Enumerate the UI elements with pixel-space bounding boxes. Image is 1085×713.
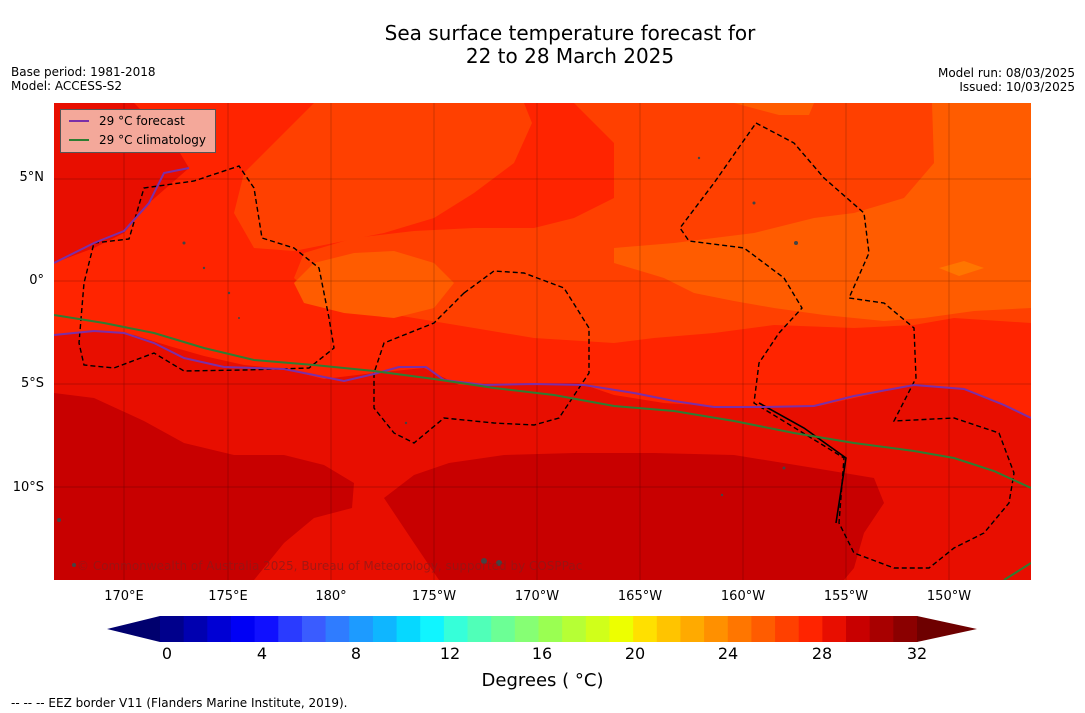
- lon-label-155w: 155°W: [823, 589, 869, 604]
- lon-label-175e: 175°E: [208, 589, 248, 604]
- eez-borders: [78, 122, 1015, 569]
- colorbar-cell: [798, 616, 823, 642]
- sst-fill-26-equator: [614, 103, 1031, 321]
- sst-fill-26-northeast: [999, 153, 1031, 193]
- colorbar-cell: [727, 616, 752, 642]
- legend-forecast: 29 °C forecast: [69, 114, 185, 128]
- colorbar-cell: [822, 616, 847, 642]
- colorbar-cell: [230, 616, 256, 642]
- colorbar-cell: [680, 616, 705, 642]
- climatology-29c-contour-east: [1003, 562, 1031, 580]
- cb-tick-20: 20: [624, 644, 646, 663]
- sst-fill-27-north: [234, 103, 532, 251]
- cb-tick-12: 12: [439, 644, 461, 663]
- cb-tick-0: 0: [161, 644, 173, 663]
- legend-climatology-label: 29 °C climatology: [99, 133, 207, 147]
- lon-label-170e: 170°E: [104, 589, 144, 604]
- lon-label-170w: 170°W: [514, 589, 560, 604]
- colorbar-cell: [562, 616, 587, 642]
- lon-label-180: 180°: [315, 589, 347, 604]
- colorbar-cell: [704, 616, 729, 642]
- sst-fill-26-west: [294, 251, 454, 318]
- sst-fill-26-top: [734, 103, 814, 115]
- legend-forecast-label: 29 °C forecast: [99, 114, 185, 128]
- colorbar-cell: [160, 616, 185, 642]
- colorbar-cell: [869, 616, 894, 642]
- lon-label-165w: 165°W: [617, 589, 663, 604]
- forecast-29c-contour-north: [54, 167, 190, 264]
- cb-tick-28: 28: [811, 644, 833, 663]
- colorbar-cell: [325, 616, 350, 642]
- cb-tick-24: 24: [717, 644, 739, 663]
- lat-label-5s: 5°S: [20, 376, 44, 391]
- copyright-notice: © Commonwealth of Australia 2025, Bureau…: [77, 559, 583, 573]
- lat-label-0: 0°: [29, 273, 44, 288]
- colorbar-cell: [254, 616, 279, 642]
- colorbar-cell: [301, 616, 327, 642]
- meta-right: Model run: 08/03/2025 Issued: 10/03/2025: [938, 66, 1075, 94]
- lon-label-150w: 150°W: [926, 589, 972, 604]
- title-line-1: Sea surface temperature forecast for: [384, 21, 756, 45]
- lat-label-10s: 10°S: [12, 480, 44, 495]
- base-period: Base period: 1981-2018: [11, 65, 156, 79]
- lon-label-160w: 160°W: [720, 589, 766, 604]
- colorbar-cell: [396, 616, 421, 642]
- climatology-29c-contour: [54, 314, 1031, 489]
- colorbar-cell: [514, 616, 539, 642]
- colorbar-cell: [609, 616, 634, 642]
- legend-climatology: 29 °C climatology: [69, 133, 206, 147]
- colorbar-cell: [443, 616, 469, 642]
- sst-fill-30-central: [384, 453, 884, 580]
- colorbar-cell: [893, 616, 918, 642]
- title-line-2: 22 to 28 March 2025: [465, 44, 675, 68]
- eez-footnote: -- -- -- EEZ border V11 (Flanders Marine…: [11, 696, 348, 710]
- colorbar-cell: [585, 616, 610, 642]
- cb-tick-8: 8: [350, 644, 362, 663]
- colorbar-title: Degrees ( °C): [481, 670, 604, 691]
- model-name: Model: ACCESS-S2: [11, 79, 123, 93]
- meta-left: Base period: 1981-2018 Model: ACCESS-S2: [11, 65, 156, 93]
- sst-fill-25-spot: [939, 261, 984, 276]
- legend-climatology-swatch: [69, 139, 89, 141]
- map-legend: 29 °C forecast 29 °C climatology: [60, 109, 216, 153]
- colorbar-cell: [775, 616, 800, 642]
- cb-tick-32: 32: [906, 644, 928, 663]
- colorbar-cell: [633, 616, 658, 642]
- cb-tick-4: 4: [256, 644, 268, 663]
- colorbar-cell: [420, 616, 445, 642]
- colorbar-cell: [207, 616, 232, 642]
- lat-label-5n: 5°N: [19, 170, 45, 185]
- lon-label-175w: 175°W: [411, 589, 457, 604]
- sst-fill-30-south: [54, 393, 354, 580]
- colorbar-cell: [491, 616, 516, 642]
- colorbar-cell: [538, 616, 563, 642]
- chart-title: Sea surface temperature forecast for 22 …: [0, 22, 1085, 68]
- issued-date: Issued: 10/03/2025: [959, 80, 1075, 94]
- colorbar-cell: [467, 616, 492, 642]
- colorbar-cell: [372, 616, 398, 642]
- colorbar-cell: [183, 616, 208, 642]
- colorbar-cell: [751, 616, 776, 642]
- colorbar-cell: [846, 616, 871, 642]
- colorbar-cell: [349, 616, 374, 642]
- colorbar-cells: [160, 616, 918, 642]
- model-run: Model run: 08/03/2025: [937, 66, 1075, 80]
- colorbar-cell: [656, 616, 681, 642]
- legend-forecast-swatch: [69, 120, 89, 122]
- cb-tick-16: 16: [531, 644, 553, 663]
- sst-map: [54, 103, 1031, 580]
- colorbar-cell: [278, 616, 303, 642]
- sst-map-svg: [54, 103, 1031, 580]
- colorbar: [107, 616, 977, 642]
- boundary-line: [758, 402, 847, 524]
- islands: [57, 156, 798, 567]
- colorbar-low-arrow: [107, 616, 160, 642]
- colorbar-high-arrow: [917, 616, 977, 642]
